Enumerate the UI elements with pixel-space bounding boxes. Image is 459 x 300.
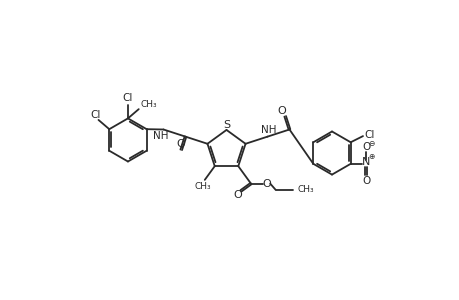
Text: NH: NH — [152, 131, 168, 141]
Text: O: O — [361, 176, 369, 186]
Text: NH: NH — [261, 125, 276, 136]
Text: CH₃: CH₃ — [140, 100, 157, 109]
Text: ⊖: ⊖ — [368, 139, 374, 148]
Text: O: O — [361, 142, 369, 152]
Text: ⊕: ⊕ — [368, 152, 374, 161]
Text: Cl: Cl — [363, 130, 374, 140]
Text: Cl: Cl — [90, 110, 101, 119]
Text: CH₃: CH₃ — [195, 182, 211, 190]
Text: S: S — [223, 119, 230, 130]
Text: O: O — [176, 140, 185, 149]
Text: O: O — [262, 178, 271, 189]
Text: O: O — [277, 106, 286, 116]
Text: N: N — [361, 157, 369, 167]
Text: Cl: Cl — [123, 93, 133, 103]
Text: CH₃: CH₃ — [297, 185, 313, 194]
Text: O: O — [233, 190, 242, 200]
